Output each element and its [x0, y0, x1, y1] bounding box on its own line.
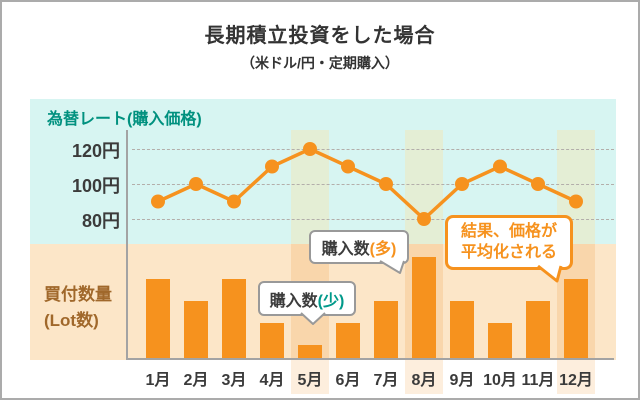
- gridline: [132, 149, 614, 150]
- lot-bar: [146, 279, 170, 358]
- month-label: 5月: [297, 372, 323, 389]
- y-axis-tick: 80円: [81, 211, 120, 231]
- callout-tail: [537, 264, 563, 283]
- callout-tail: [300, 312, 326, 325]
- callout-result-line1: 結果、価格が: [460, 222, 557, 240]
- lot-bar: [450, 301, 474, 358]
- month-label: 4月: [259, 372, 285, 389]
- gridline: [132, 184, 614, 185]
- highlight-band-rate: [291, 130, 329, 244]
- lot-bar: [412, 257, 436, 358]
- month-label: 1月: [145, 372, 171, 389]
- month-label: 11月: [521, 372, 555, 389]
- lot-bar: [298, 345, 322, 358]
- lot-axis-title-line2: (Lot数): [44, 311, 99, 331]
- month-label: 12月: [559, 372, 593, 389]
- callout-result: 結果、価格が 平均化される: [445, 215, 573, 283]
- lot-axis-title: 買付数量 (Lot数): [44, 282, 112, 335]
- highlight-band-label: [291, 360, 329, 394]
- y-axis-line: [126, 130, 128, 360]
- lot-bar: [564, 279, 588, 358]
- page-subtitle: （米ドル/円・定期購入）: [241, 55, 399, 71]
- lot-bar: [260, 323, 284, 358]
- month-label: 9月: [449, 372, 475, 389]
- lot-bar: [336, 323, 360, 358]
- lot-bar: [374, 301, 398, 358]
- callout-result-line2: 平均化される: [460, 243, 557, 261]
- lot-bar: [526, 301, 550, 358]
- combo-chart: 為替レート(購入価格) 買付数量 (Lot数) 購入数 (少) 購入数 (多) 結果…: [30, 99, 616, 395]
- month-label: 8月: [411, 372, 437, 389]
- month-label: 7月: [373, 372, 399, 389]
- month-label: 2月: [183, 372, 209, 389]
- lot-bar: [488, 323, 512, 358]
- callout-many-text: 購入数: [321, 241, 370, 258]
- callout-purchase-many: 購入数 (多): [309, 230, 409, 274]
- highlight-band-label: [557, 360, 595, 394]
- month-label: 6月: [335, 372, 361, 389]
- highlight-band-rate: [405, 130, 443, 244]
- page-title: 長期積立投資をした場合: [204, 25, 436, 47]
- lot-axis-title-line1: 買付数量: [44, 285, 112, 304]
- callout-purchase-few: 購入数 (少): [258, 281, 356, 325]
- lot-bar: [184, 301, 208, 358]
- callout-few-highlight: (少): [317, 292, 345, 310]
- x-axis-line: [126, 358, 614, 360]
- callout-few-text: 購入数: [269, 292, 318, 310]
- rate-axis-title: 為替レート(購入価格): [47, 111, 202, 128]
- callout-many-highlight: (多): [369, 241, 397, 258]
- y-axis-tick: 120円: [71, 141, 120, 161]
- highlight-band-label: [405, 360, 443, 394]
- y-axis-tick: 100円: [71, 176, 120, 196]
- callout-tail: [379, 260, 405, 274]
- month-label: 3月: [221, 372, 247, 389]
- month-label: 10月: [483, 372, 517, 389]
- lot-bar: [222, 279, 246, 358]
